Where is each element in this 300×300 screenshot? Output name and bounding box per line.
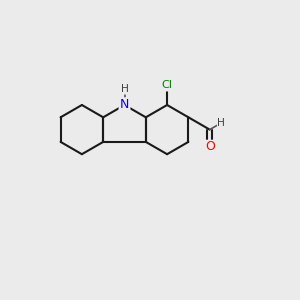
Text: Cl: Cl	[162, 80, 172, 90]
Text: N: N	[120, 98, 129, 112]
Text: O: O	[205, 140, 215, 153]
Text: H: H	[121, 84, 128, 94]
Text: H: H	[218, 118, 225, 128]
